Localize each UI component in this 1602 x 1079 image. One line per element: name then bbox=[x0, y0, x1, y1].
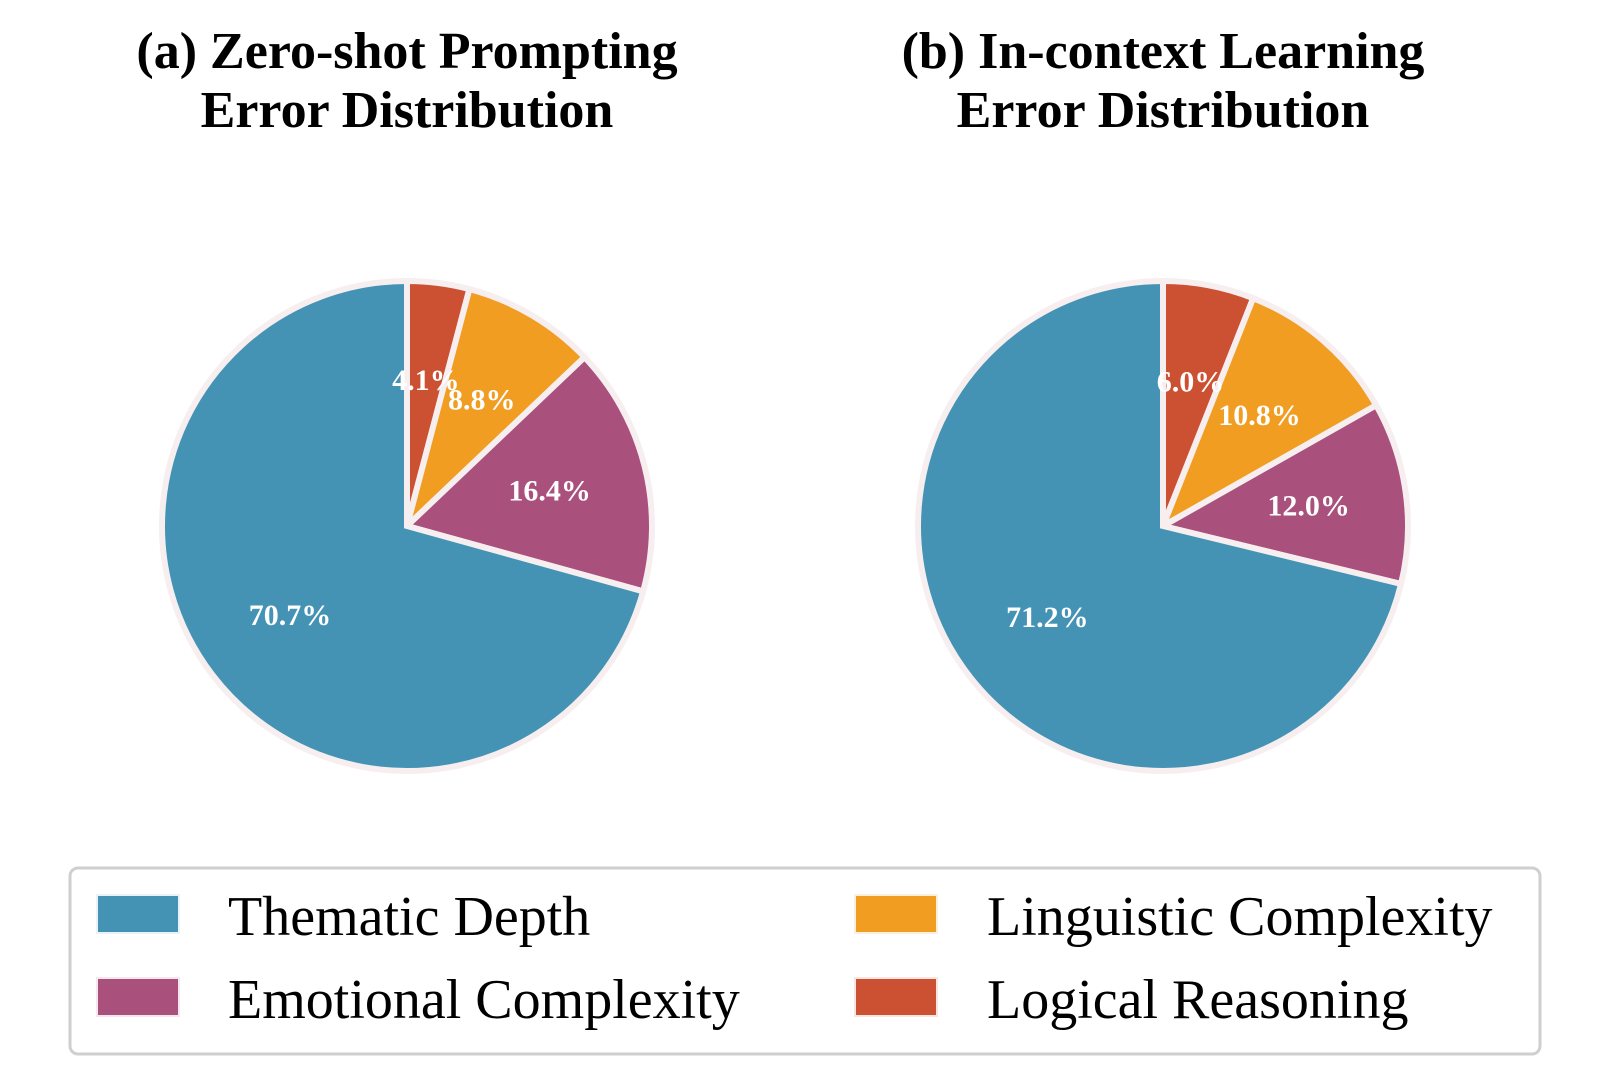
chart-title-line-1: (a) Zero-shot Prompting bbox=[136, 23, 677, 80]
legend-swatch-thematic-depth bbox=[96, 894, 180, 934]
chart-title-line-2: Error Distribution bbox=[957, 82, 1370, 139]
pie-slice-emotional-complexity bbox=[401, 352, 655, 596]
pie-slice-thematic-depth bbox=[159, 277, 647, 774]
legend-label-linguistic-complexity: Linguistic Complexity bbox=[987, 886, 1493, 948]
legend-swatch-linguistic-complexity bbox=[854, 894, 938, 934]
chart-title-line-1: (b) In-context Learning bbox=[902, 23, 1425, 80]
pie-slice-thematic-depth bbox=[915, 277, 1405, 774]
pie-label-thematic-depth: 70.7% bbox=[249, 599, 332, 632]
pie-slice-linguistic-complexity bbox=[401, 285, 589, 536]
legend: Thematic Depth Linguistic Complexity Emo… bbox=[68, 866, 1542, 1056]
legend-label-logical-reasoning: Logical Reasoning bbox=[987, 969, 1408, 1031]
pie-label-thematic-depth: 71.2% bbox=[1006, 601, 1089, 634]
pie-chart-in-context: (b) In-context Learning Error Distributi… bbox=[902, 23, 1425, 774]
pie-label-logical-reasoning: 4.1% bbox=[392, 364, 460, 397]
pie-slice-linguistic-complexity bbox=[1157, 294, 1381, 533]
legend-label-emotional-complexity: Emotional Complexity bbox=[228, 969, 740, 1031]
legend-frame bbox=[68, 866, 1542, 1056]
legend-swatch-logical-reasoning bbox=[854, 977, 938, 1017]
legend-swatch-emotional-complexity bbox=[96, 977, 180, 1017]
pie-label-emotional-complexity: 12.0% bbox=[1267, 490, 1350, 523]
pie-label-linguistic-complexity: 10.8% bbox=[1218, 399, 1301, 432]
pie-label-linguistic-complexity: 8.8% bbox=[448, 384, 516, 417]
legend-label-thematic-depth: Thematic Depth bbox=[228, 886, 590, 948]
pie-chart-zero-shot: (a) Zero-shot Prompting Error Distributi… bbox=[136, 23, 678, 774]
pie-label-logical-reasoning: 6.0% bbox=[1157, 366, 1225, 399]
chart-title-line-2: Error Distribution bbox=[201, 82, 614, 139]
pie-label-emotional-complexity: 16.4% bbox=[508, 474, 591, 507]
